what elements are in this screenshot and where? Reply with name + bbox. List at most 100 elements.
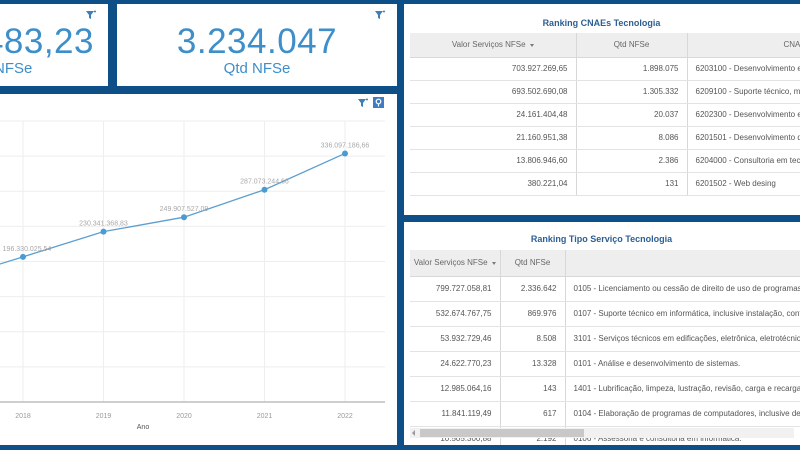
data-point[interactable] [342, 150, 348, 157]
horizontal-scrollbar[interactable] [410, 428, 794, 438]
data-label: 336.097.186,66 [321, 142, 370, 149]
cell-descricao: 6201501 - Desenvolvimento de programas d… [687, 126, 800, 150]
data-point[interactable] [181, 214, 187, 221]
x-axis-title: Ano [137, 424, 150, 431]
filter-icon[interactable] [86, 10, 96, 20]
kpi-label: Qtd NFSe [223, 60, 291, 77]
cell-descricao: 0104 - Elaboração de programas de comput… [565, 401, 800, 427]
cell-valor: 693.502.690,08 [410, 80, 577, 104]
column-header-label: CNAE [783, 40, 800, 50]
cell-valor: 380.221,04 [410, 172, 577, 196]
cell-valor: 21.160.951,38 [410, 126, 577, 150]
cell-descricao: 1401 - Lubrificação, limpeza, lustração,… [565, 376, 800, 402]
column-header-valor[interactable]: Valor Serviços NFSe [410, 250, 501, 277]
ranking-tipo-servico-table: Valor Serviços NFSe Qtd NFSe 799.727.058… [410, 250, 800, 445]
cell-valor: 24.622.770,23 [410, 351, 501, 377]
cell-descricao: 0105 - Licenciamento ou cessão de direit… [565, 276, 800, 302]
column-header-cnae[interactable]: CNAE [687, 33, 800, 58]
data-label: 196.330.025,54 [3, 246, 52, 253]
cell-valor: 532.674.767,75 [410, 301, 501, 327]
cell-descricao: 6204000 - Consultoria em tecnologia da i… [687, 149, 800, 173]
table-row[interactable]: 703.927.269,65 1.898.075 6203100 - Desenvo… [410, 57, 800, 81]
cell-qtd: 2.386 [576, 149, 688, 173]
series-line [0, 152, 346, 265]
column-header-tipo-servico[interactable] [565, 250, 800, 277]
cell-descricao: 3101 - Serviços técnicos em edificações,… [565, 326, 800, 352]
table-row[interactable]: 21.160.951,38 8.086 6201501 - Desenvolvime… [410, 126, 800, 150]
line-chart-panel: 2018 2019 2020 2021 2022 Ano 196.330.025,54 2… [0, 94, 397, 445]
cell-qtd: 1.305.332 [576, 80, 688, 104]
cell-qtd: 8.508 [500, 326, 566, 352]
column-header-label: Valor Serviços NFSe [451, 40, 526, 50]
map-pin-icon[interactable] [373, 97, 384, 108]
cell-qtd: 2.336.642 [500, 276, 566, 302]
kpi-value: 3.234.047 [176, 22, 338, 61]
table-title: Ranking Tipo Serviço Tecnologia [530, 234, 673, 244]
table-row[interactable]: 24.161.404,48 20.037 6202300 - Desenvolvim… [410, 103, 800, 127]
kpi-card-valor-servicos: 483,23 NFSe [0, 4, 108, 86]
table-row[interactable]: 799.727.058,81 2.336.642 0105 - Licenciame… [410, 276, 800, 302]
cell-valor: 799.727.058,81 [410, 276, 501, 302]
cell-qtd: 1.898.075 [576, 57, 688, 81]
table-row[interactable]: 13.806.946,60 2.386 6204000 - Consultoria … [410, 149, 800, 173]
table-title: Ranking CNAEs Tecnologia [542, 18, 661, 28]
cell-valor: 53.932.729,46 [410, 326, 501, 352]
ranking-tipo-servico-panel: Ranking Tipo Serviço Tecnologia Valor Se… [404, 222, 800, 445]
kpi-value: 483,23 [0, 22, 94, 61]
column-header-label: Qtd NFSe [613, 40, 650, 50]
filter-icon[interactable] [375, 10, 385, 20]
data-label: 287.073.244,66 [240, 179, 289, 186]
grid [0, 120, 385, 402]
x-tick-label: 2019 [96, 413, 112, 420]
cell-qtd: 131 [576, 172, 688, 196]
cell-descricao: 6202300 - Desenvolvimento e licenciament… [687, 103, 800, 127]
cell-valor: 24.161.404,48 [410, 103, 577, 127]
cell-valor: 703.927.269,65 [410, 57, 577, 81]
table-row[interactable]: 53.932.729,46 8.508 3101 - Serviços técnic… [410, 326, 800, 352]
scroll-left-icon[interactable] [412, 430, 415, 436]
sort-desc-icon[interactable] [491, 261, 496, 265]
x-tick-label: 2018 [15, 413, 31, 420]
table-row[interactable]: 12.985.064,16 143 1401 - Lubrificação, lim… [410, 376, 800, 402]
data-point[interactable] [100, 228, 107, 235]
data-labels: 196.330.025,54 230.341.368,83 249.907.527,… [3, 142, 370, 252]
table-row[interactable]: 532.674.767,75 869.976 0107 - Suporte técn… [410, 301, 800, 327]
kpi-label: NFSe [0, 60, 33, 77]
column-header-label: Valor Serviços NFSe [413, 258, 488, 268]
cell-descricao: 6203100 - Desenvolvimento e licenciament… [687, 57, 800, 81]
column-header-qtd[interactable]: Qtd NFSe [576, 33, 688, 58]
cell-valor: 11.841.119,49 [410, 401, 501, 427]
series-points [20, 150, 348, 260]
column-header-label: Qtd NFSe [514, 258, 551, 268]
ranking-cnaes-panel: Ranking CNAEs Tecnologia Valor Serviços … [404, 4, 800, 215]
cell-qtd: 20.037 [576, 103, 688, 127]
table-header-row: Valor Serviços NFSe Qtd NFSe CNAE [410, 33, 800, 58]
kpi-card-qtd-nfse: 3.234.047 Qtd NFSe [117, 4, 397, 86]
cell-valor: 12.985.064,16 [410, 376, 501, 402]
x-tick-label: 2021 [257, 413, 273, 420]
column-header-qtd[interactable]: Qtd NFSe [500, 250, 566, 277]
data-point[interactable] [261, 186, 268, 193]
cell-qtd: 13.328 [500, 351, 566, 377]
filter-icon[interactable] [358, 98, 368, 108]
cell-descricao: 0101 - Análise e desenvolvimento de sist… [565, 351, 800, 377]
table-row[interactable]: 11.841.119,49 617 0104 - Elaboração de pro… [410, 401, 800, 427]
cell-descricao: 6201502 - Web desing [687, 172, 800, 196]
scrollbar-thumb[interactable] [420, 429, 584, 437]
cell-qtd: 869.976 [500, 301, 566, 327]
table-row[interactable]: 693.502.690,08 1.305.332 6209100 - Suporte… [410, 80, 800, 104]
table-row[interactable]: 380.221,04 131 6201502 - Web desing [410, 172, 800, 196]
data-label: 249.907.527,09 [160, 206, 209, 213]
x-tick-label: 2020 [176, 413, 192, 420]
cell-qtd: 617 [500, 401, 566, 427]
x-axis-ticks: 2018 2019 2020 2021 2022 [15, 413, 353, 420]
x-tick-label: 2022 [337, 413, 353, 420]
column-header-valor[interactable]: Valor Serviços NFSe [410, 33, 577, 58]
line-chart: 2018 2019 2020 2021 2022 Ano 196.330.025,54 2… [0, 120, 385, 431]
data-point[interactable] [20, 253, 26, 260]
cell-descricao: 6209100 - Suporte técnico, manutenção e … [687, 80, 800, 104]
table-header-row: Valor Serviços NFSe Qtd NFSe [410, 250, 800, 277]
cell-valor: 13.806.946,60 [410, 149, 577, 173]
sort-desc-icon[interactable] [529, 43, 534, 47]
table-row[interactable]: 24.622.770,23 13.328 0101 - Análise e dese… [410, 351, 800, 377]
